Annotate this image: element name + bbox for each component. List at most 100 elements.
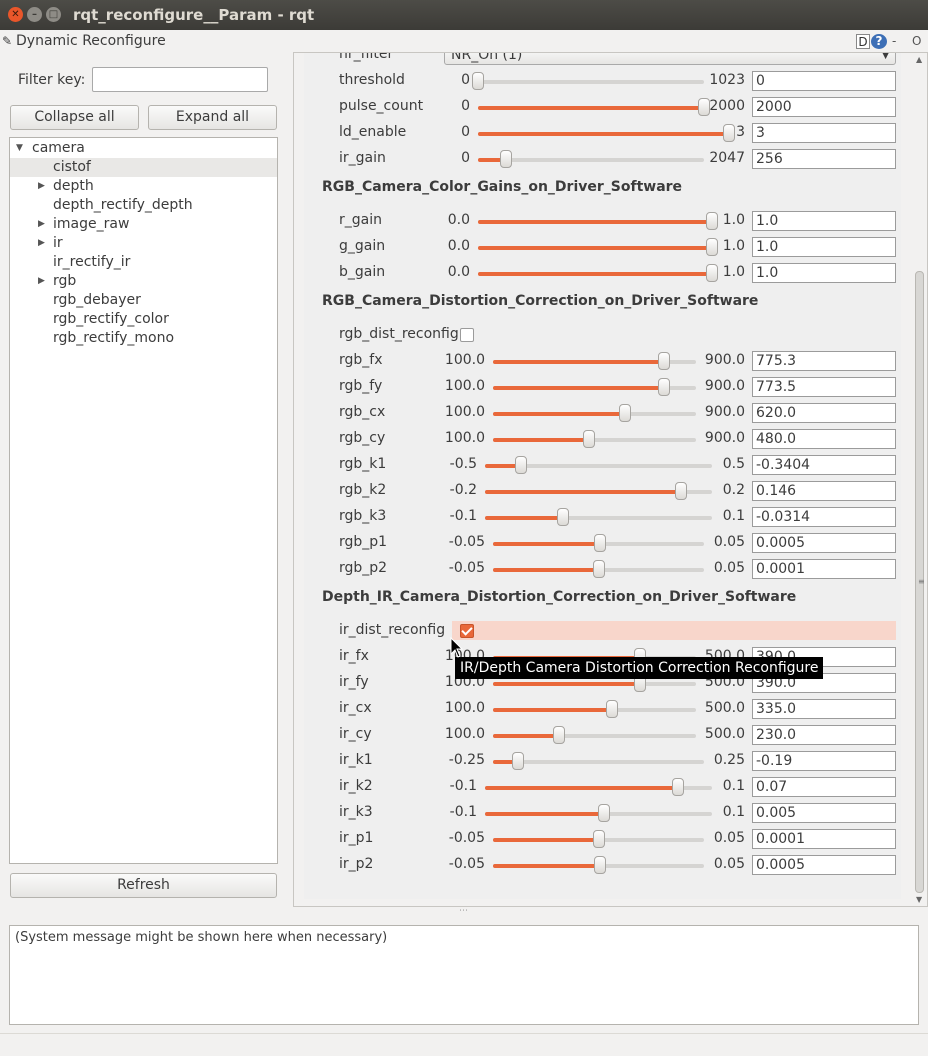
slider-handle[interactable] <box>553 726 565 744</box>
plugin-d-button[interactable]: D <box>856 34 870 49</box>
rgb-p1-value-input[interactable]: 0.0005 <box>752 533 896 553</box>
scroll-down-arrow-icon[interactable]: ▼ <box>916 895 923 904</box>
ir-p1-slider[interactable] <box>493 830 704 848</box>
ir-cx-value-input[interactable]: 335.0 <box>752 699 896 719</box>
rgb-p1-slider[interactable] <box>493 534 704 552</box>
vertical-scrollbar[interactable]: ▲ ≡ ▼ <box>912 53 927 906</box>
ir-p2-value-input[interactable]: 0.0005 <box>752 855 896 875</box>
rgb-p2-slider[interactable] <box>493 560 704 578</box>
window-close-button[interactable]: ✕ <box>8 7 23 22</box>
threshold-value-input[interactable]: 0 <box>752 71 896 91</box>
rgb-fx-slider[interactable] <box>493 352 696 370</box>
tree-item[interactable]: rgb_debayer <box>10 291 277 310</box>
expanded-arrow-icon[interactable]: ▼ <box>16 143 23 153</box>
slider-handle[interactable] <box>619 404 631 422</box>
window-minimize-button[interactable]: – <box>27 7 42 22</box>
ir-p1-value-input[interactable]: 0.0001 <box>752 829 896 849</box>
ld-enable-value-input[interactable]: 3 <box>752 123 896 143</box>
rgb-p2-value-input[interactable]: 0.0001 <box>752 559 896 579</box>
rgb-dist-reconfig-checkbox[interactable] <box>460 328 474 342</box>
ir-p2-slider[interactable] <box>493 856 704 874</box>
tree-item[interactable]: cistof <box>10 158 277 177</box>
tree-item[interactable]: ▶ ir <box>10 234 277 253</box>
collapsed-arrow-icon[interactable]: ▶ <box>38 276 45 286</box>
slider-handle[interactable] <box>706 238 718 256</box>
tree-item[interactable]: ▶ rgb <box>10 272 277 291</box>
slider-handle[interactable] <box>675 482 687 500</box>
parameter-scroll-area[interactable]: nr_filter NR_On (1) ▼ threshold 0 1023 0 pul… <box>294 53 911 906</box>
slider-handle[interactable] <box>723 124 735 142</box>
window-maximize-button[interactable]: □ <box>46 7 61 22</box>
plugin-minimize-button[interactable]: - <box>892 34 897 48</box>
ir-cx-slider[interactable] <box>493 700 696 718</box>
collapse-all-button[interactable]: Collapse all <box>10 105 139 130</box>
rgb-fx-value-input[interactable]: 775.3 <box>752 351 896 371</box>
tree-item[interactable]: rgb_rectify_color <box>10 310 277 329</box>
rgb-cy-value-input[interactable]: 480.0 <box>752 429 896 449</box>
ir-cy-slider[interactable] <box>493 726 696 744</box>
nr-filter-combobox[interactable]: NR_On (1) ▼ <box>444 53 896 65</box>
tree-item[interactable]: rgb_rectify_mono <box>10 329 277 348</box>
slider-handle[interactable] <box>698 98 710 116</box>
slider-handle[interactable] <box>658 352 670 370</box>
slider-handle[interactable] <box>594 534 606 552</box>
ir-k2-value-input[interactable]: 0.07 <box>752 777 896 797</box>
tree-item[interactable]: ▶ depth <box>10 177 277 196</box>
collapsed-arrow-icon[interactable]: ▶ <box>38 181 45 191</box>
ir-k3-slider[interactable] <box>485 804 712 822</box>
pulse-count-value-input[interactable]: 2000 <box>752 97 896 117</box>
slider-handle[interactable] <box>706 212 718 230</box>
ir-gain-slider[interactable] <box>478 150 704 168</box>
horizontal-splitter-handle[interactable]: ⋯ <box>459 906 468 916</box>
tree-item[interactable]: ▶ image_raw <box>10 215 277 234</box>
rgb-k3-slider[interactable] <box>485 508 712 526</box>
slider-handle[interactable] <box>658 378 670 396</box>
slider-handle[interactable] <box>583 430 595 448</box>
ir-k1-value-input[interactable]: -0.19 <box>752 751 896 771</box>
tree-item[interactable]: depth_rectify_depth <box>10 196 277 215</box>
refresh-button[interactable]: Refresh <box>10 873 277 898</box>
collapsed-arrow-icon[interactable]: ▶ <box>38 238 45 248</box>
slider-handle[interactable] <box>515 456 527 474</box>
slider-handle[interactable] <box>606 700 618 718</box>
ir-dist-reconfig-checkbox[interactable] <box>460 624 474 638</box>
filter-key-input[interactable] <box>92 67 268 92</box>
collapsed-arrow-icon[interactable]: ▶ <box>38 219 45 229</box>
rgb-cx-value-input[interactable]: 620.0 <box>752 403 896 423</box>
ir-k2-slider[interactable] <box>485 778 712 796</box>
slider-handle[interactable] <box>594 856 606 874</box>
ir-fy-slider[interactable] <box>493 674 696 692</box>
slider-handle[interactable] <box>706 264 718 282</box>
rgb-k1-value-input[interactable]: -0.3404 <box>752 455 896 475</box>
r-gain-value-input[interactable]: 1.0 <box>752 211 896 231</box>
help-icon[interactable]: ? <box>871 34 887 49</box>
slider-handle[interactable] <box>672 778 684 796</box>
expand-all-button[interactable]: Expand all <box>148 105 277 130</box>
rgb-k2-slider[interactable] <box>485 482 712 500</box>
rgb-k2-value-input[interactable]: 0.146 <box>752 481 896 501</box>
r-gain-slider[interactable] <box>478 212 718 230</box>
slider-handle[interactable] <box>472 72 484 90</box>
slider-handle[interactable] <box>557 508 569 526</box>
scroll-up-arrow-icon[interactable]: ▲ <box>916 55 923 64</box>
ir-gain-value-input[interactable]: 256 <box>752 149 896 169</box>
ir-cy-value-input[interactable]: 230.0 <box>752 725 896 745</box>
slider-handle[interactable] <box>593 830 605 848</box>
b-gain-slider[interactable] <box>478 264 718 282</box>
ir-k1-slider[interactable] <box>493 752 704 770</box>
rgb-k1-slider[interactable] <box>485 456 712 474</box>
g-gain-value-input[interactable]: 1.0 <box>752 237 896 257</box>
ir-k3-value-input[interactable]: 0.005 <box>752 803 896 823</box>
tree-item[interactable]: ir_rectify_ir <box>10 253 277 272</box>
rgb-fy-slider[interactable] <box>493 378 696 396</box>
rgb-cx-slider[interactable] <box>493 404 696 422</box>
node-tree[interactable]: ▼ camera cistof ▶ depth depth_rectify_depth ▶ i… <box>9 137 278 864</box>
rgb-k3-value-input[interactable]: -0.0314 <box>752 507 896 527</box>
plugin-options-button[interactable]: O <box>912 34 922 48</box>
tree-item[interactable]: ▼ camera <box>10 139 277 158</box>
scrollbar-thumb[interactable] <box>915 271 924 893</box>
slider-handle[interactable] <box>593 560 605 578</box>
slider-handle[interactable] <box>500 150 512 168</box>
ld-enable-slider[interactable] <box>478 124 735 142</box>
rgb-cy-slider[interactable] <box>493 430 696 448</box>
